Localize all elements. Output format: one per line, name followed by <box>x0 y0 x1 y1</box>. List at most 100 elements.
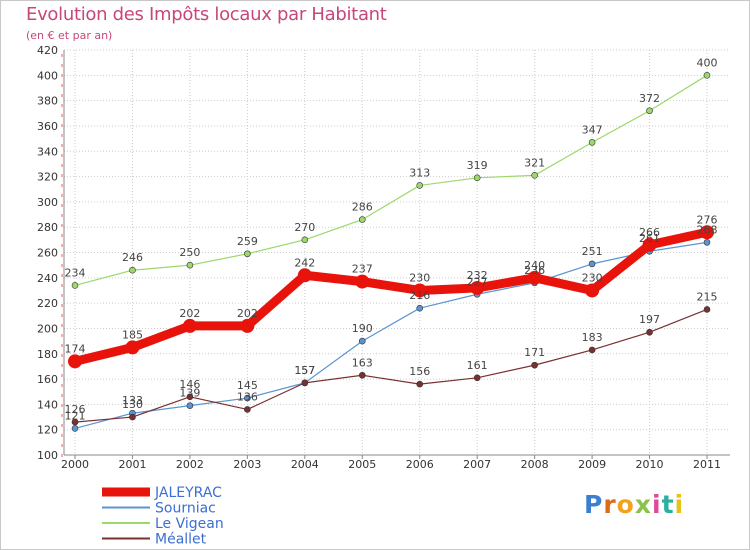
x-tick-label: 2006 <box>406 458 434 471</box>
data-label-le-vigean: 246 <box>122 251 143 264</box>
series-line-jaleyrac <box>70 227 712 366</box>
data-label-jaleyrac: 185 <box>122 328 143 341</box>
legend-label-m-allet: Méallet <box>155 532 207 548</box>
data-point-le-vigean <box>358 216 366 223</box>
series-layer <box>68 72 714 432</box>
logo-letter: t <box>661 490 675 519</box>
data-point-m-allet <box>244 406 251 413</box>
data-label-jaleyrac: 202 <box>179 307 200 320</box>
data-label-jaleyrac: 266 <box>639 226 660 239</box>
series-line-sourniac <box>74 241 708 430</box>
data-point-sourniac <box>186 402 194 409</box>
data-label-le-vigean: 321 <box>524 156 545 169</box>
data-point-m-allet <box>473 374 481 382</box>
logo-letter: P <box>584 490 604 519</box>
data-label-jaleyrac: 174 <box>65 342 86 355</box>
data-label-m-allet: 161 <box>467 359 488 372</box>
data-label-le-vigean: 286 <box>352 201 373 214</box>
data-label-le-vigean: 234 <box>65 266 86 279</box>
data-label-jaleyrac: 230 <box>409 271 430 284</box>
data-label-le-vigean: 250 <box>179 246 200 259</box>
data-label-sourniac: 268 <box>697 223 718 236</box>
data-label-jaleyrac: 202 <box>237 307 258 320</box>
y-tick-label: 320 <box>37 171 58 184</box>
y-tick-label: 260 <box>37 247 58 260</box>
chart-title: Evolution des Impôts locaux par Habitant <box>26 4 387 25</box>
data-point-jaleyrac <box>642 237 657 252</box>
data-label-jaleyrac: 230 <box>582 271 603 284</box>
data-point-sourniac <box>703 239 711 246</box>
x-tick-label: 2007 <box>463 458 491 471</box>
data-point-le-vigean <box>416 182 424 189</box>
data-point-sourniac <box>358 337 366 345</box>
data-label-jaleyrac: 240 <box>524 259 545 272</box>
data-label-m-allet: 130 <box>122 398 143 411</box>
data-point-le-vigean <box>646 107 653 115</box>
data-point-jaleyrac <box>527 270 542 285</box>
logo-letter: i <box>674 490 685 519</box>
data-label-sourniac: 261 <box>639 232 660 245</box>
y-tick-label: 340 <box>37 145 58 158</box>
x-tick-label: 2009 <box>578 458 606 471</box>
data-label-le-vigean: 400 <box>697 56 718 69</box>
y-tick-label: 100 <box>37 449 58 462</box>
y-tick-label: 200 <box>37 322 58 335</box>
data-label-sourniac: 157 <box>294 364 315 377</box>
data-label-sourniac: 139 <box>179 387 200 400</box>
data-point-jaleyrac <box>297 268 312 283</box>
data-point-jaleyrac <box>585 283 600 298</box>
x-tick-label: 2011 <box>693 458 721 471</box>
data-label-le-vigean: 347 <box>582 123 603 136</box>
axis-layer: 100 120 140 160 180 200 220 240 260 280 300 320 340 3… <box>37 44 730 471</box>
data-label-jaleyrac: 232 <box>467 269 488 282</box>
y-tick-label: 160 <box>37 373 58 386</box>
data-point-m-allet <box>588 346 596 354</box>
data-label-le-vigean: 270 <box>294 221 315 234</box>
y-tick-label: 300 <box>37 196 58 209</box>
data-point-le-vigean <box>244 250 251 258</box>
data-point-le-vigean <box>301 236 309 244</box>
data-point-jaleyrac <box>355 274 370 289</box>
x-tick-label: 2005 <box>348 458 376 471</box>
data-point-jaleyrac <box>240 318 255 333</box>
legend-label-jaleyrac: JALEYRAC <box>154 485 222 501</box>
data-label-sourniac: 236 <box>524 264 545 277</box>
data-label-le-vigean: 259 <box>237 235 258 248</box>
data-label-m-allet: 183 <box>582 331 603 344</box>
data-point-le-vigean <box>129 266 136 274</box>
data-point-le-vigean <box>531 171 538 179</box>
y-tick-label: 220 <box>37 297 58 310</box>
data-point-sourniac <box>71 425 79 432</box>
x-tick-label: 2008 <box>521 458 549 471</box>
data-label-m-allet: 163 <box>352 356 373 369</box>
series-line-m-allet <box>74 308 708 423</box>
data-label-le-vigean: 319 <box>467 159 488 172</box>
data-label-m-allet: 146 <box>179 378 200 391</box>
logo-letter: i <box>652 490 662 519</box>
data-point-le-vigean <box>473 174 481 182</box>
proxiti-logo: Proxiti <box>584 490 684 519</box>
data-point-m-allet <box>531 361 538 369</box>
y-tick-label: 240 <box>37 272 58 285</box>
data-label-m-allet: 156 <box>409 365 430 378</box>
data-label-jaleyrac: 276 <box>697 213 718 226</box>
data-point-m-allet <box>703 306 711 313</box>
data-label-m-allet: 215 <box>697 290 718 303</box>
data-point-m-allet <box>129 413 136 421</box>
data-point-jaleyrac <box>68 354 82 369</box>
y-tick-label: 360 <box>37 120 58 133</box>
data-point-sourniac <box>588 260 596 268</box>
y-tick-label: 140 <box>37 398 58 411</box>
legend-label-le-vigean: Le Vigean <box>155 516 224 532</box>
data-point-m-allet <box>646 328 653 336</box>
y-tick-label: 380 <box>37 95 58 108</box>
logo-letter: r <box>603 490 617 519</box>
data-point-m-allet <box>416 380 424 388</box>
y-tick-label: 120 <box>37 424 58 437</box>
y-tick-label: 280 <box>37 221 58 234</box>
data-label-sourniac: 133 <box>122 394 143 407</box>
x-tick-label: 2003 <box>233 458 261 471</box>
y-tick-label: 180 <box>37 348 58 361</box>
